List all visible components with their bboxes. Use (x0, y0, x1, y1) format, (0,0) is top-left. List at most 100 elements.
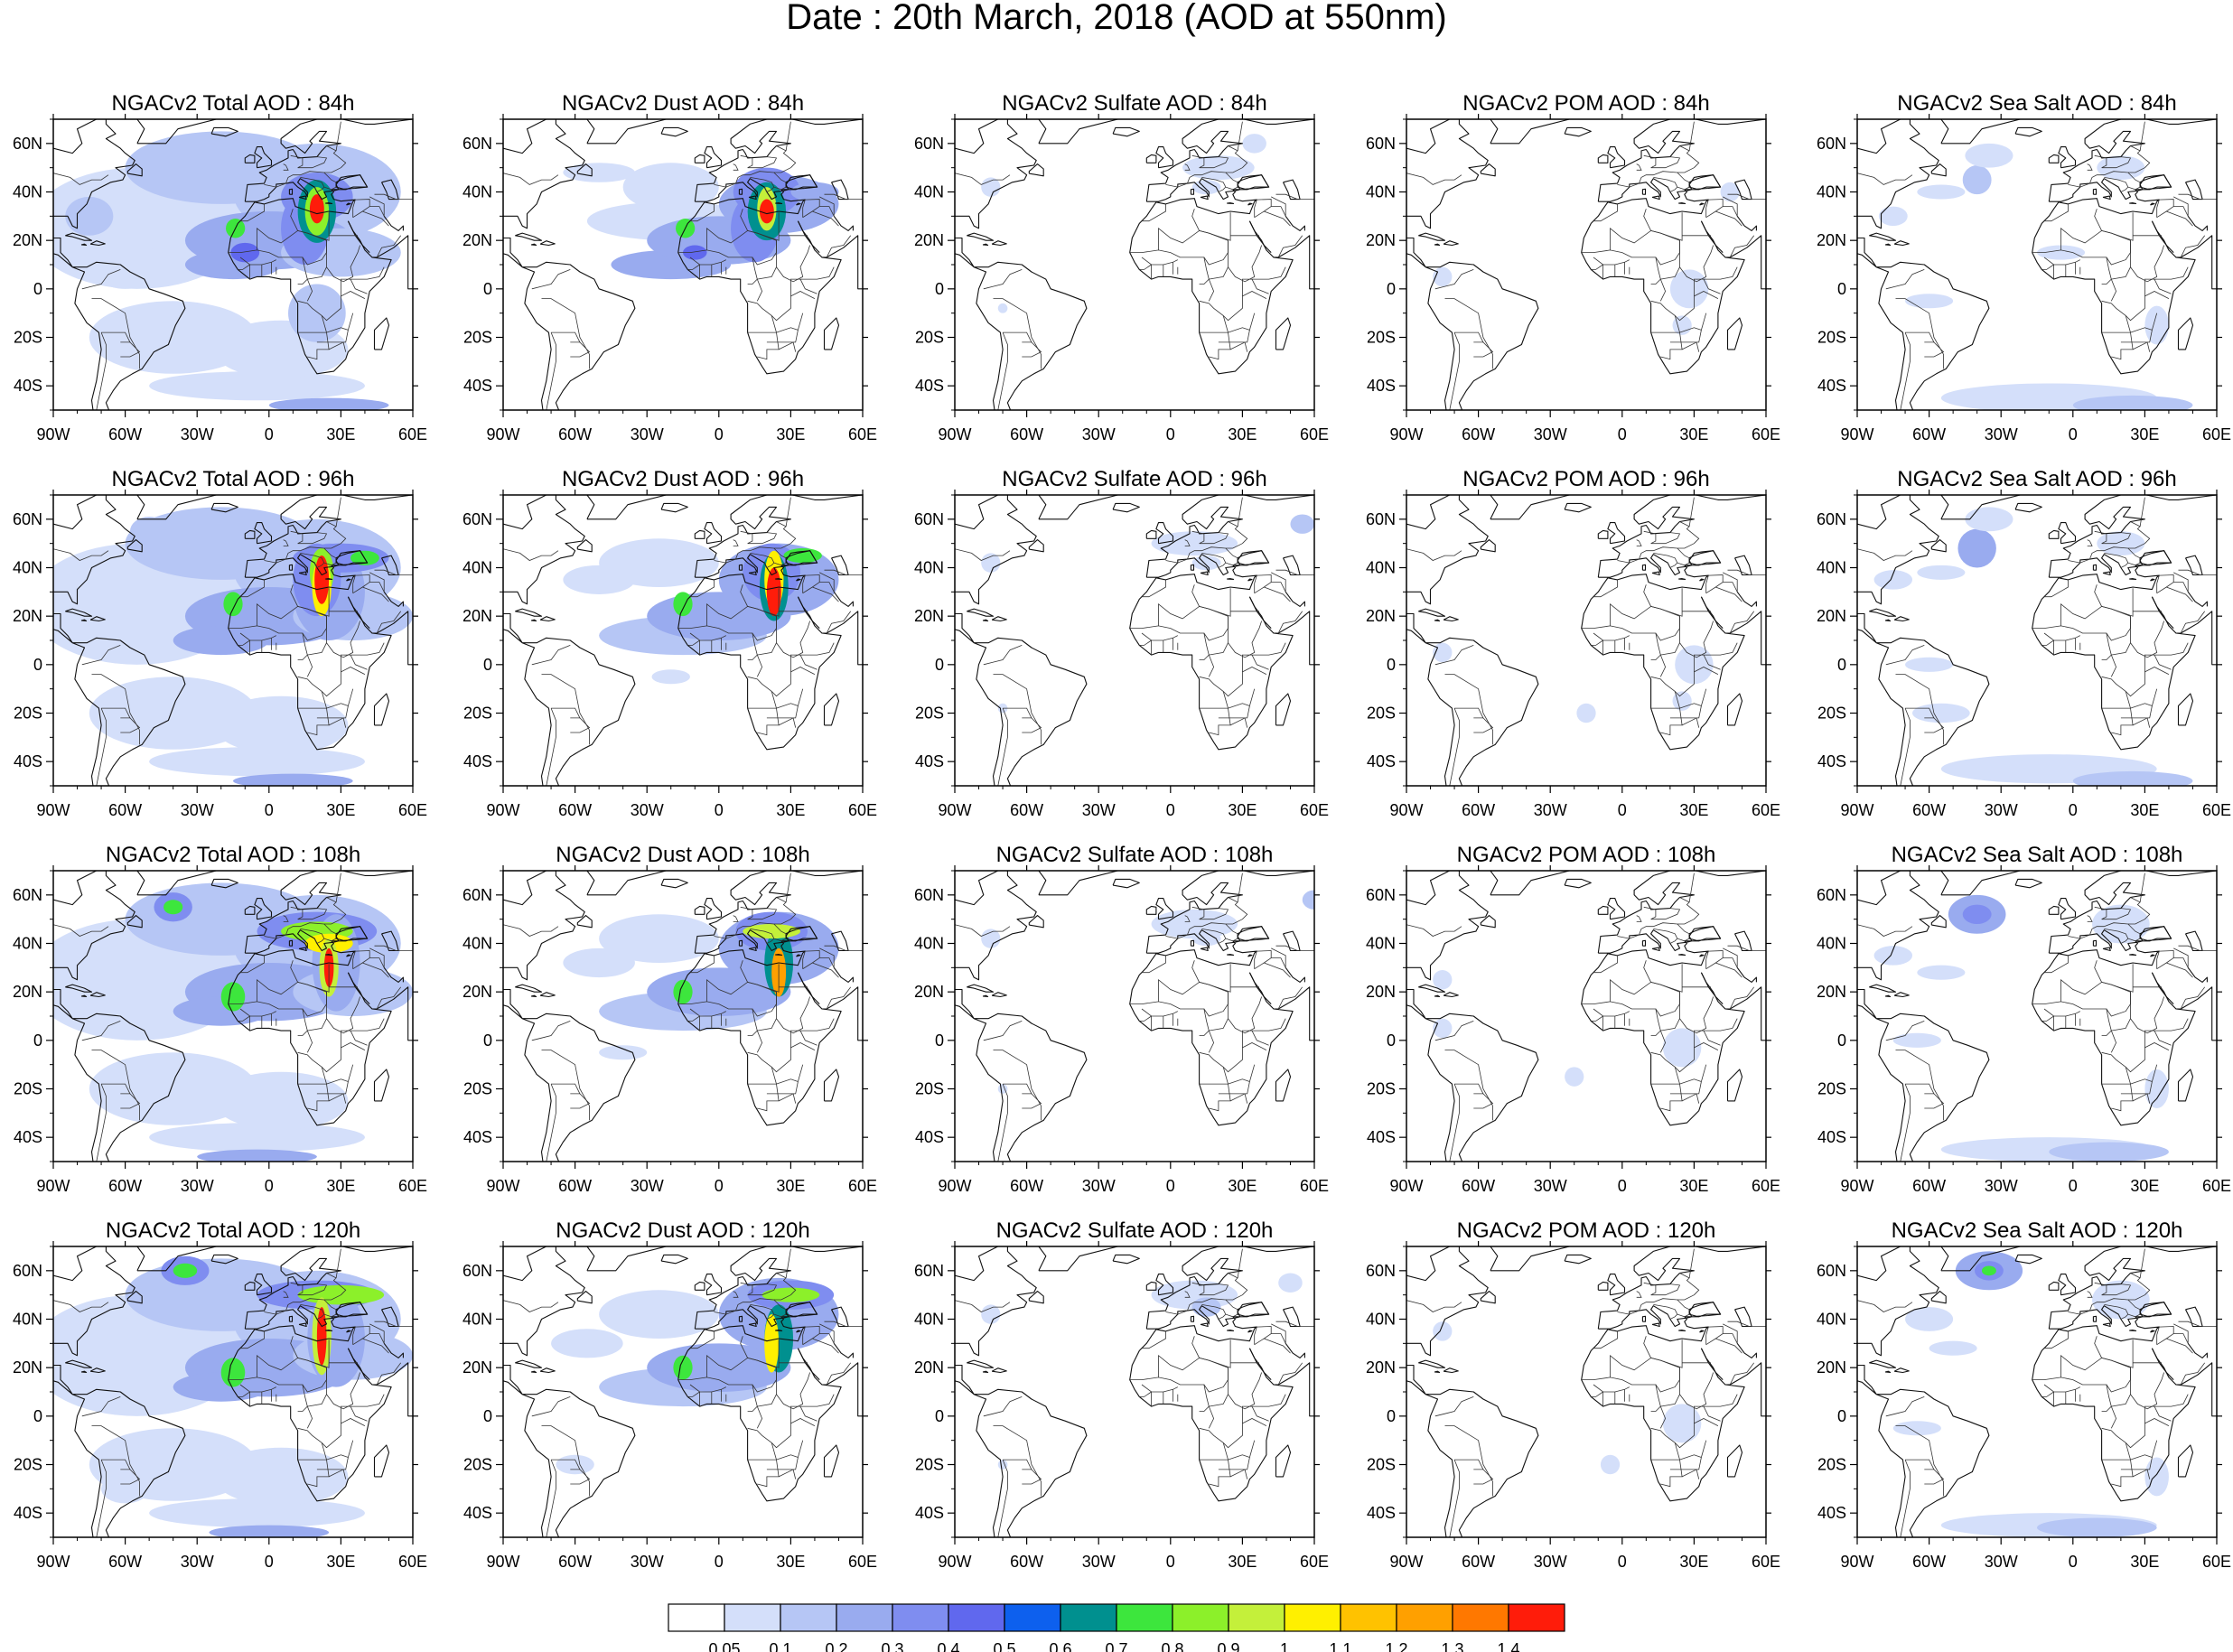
coastline (1112, 126, 1140, 137)
country-border (2087, 915, 2093, 922)
aod-contour (1965, 143, 2013, 168)
aod-contour (599, 1045, 648, 1060)
coastline (2102, 1322, 2111, 1328)
coastline (254, 146, 273, 169)
coastline (982, 619, 989, 622)
coastline (1190, 188, 1195, 195)
coastline (1726, 317, 1743, 350)
country-border (1251, 654, 1269, 670)
country-border (1636, 915, 1642, 922)
country-border (239, 632, 276, 641)
country-border (531, 1396, 571, 1417)
country-border (1895, 1050, 1944, 1121)
country-border (239, 1384, 276, 1393)
coastline (1237, 550, 1270, 565)
country-border (257, 209, 299, 250)
country-border (778, 1093, 797, 1104)
country-border (2111, 1018, 2131, 1031)
aod-contour (1720, 182, 1740, 202)
lon-tick-label: 60W (108, 1553, 142, 1571)
country-border (812, 586, 839, 602)
colorbar-box (668, 1603, 725, 1632)
country-border (1681, 1469, 1700, 1479)
country-border (773, 172, 787, 183)
country-border (413, 948, 437, 951)
coastline (1857, 871, 1990, 1162)
country-border (1674, 1442, 1702, 1461)
country-border (1790, 210, 1841, 227)
country-border (1271, 196, 1286, 217)
country-border (819, 572, 835, 593)
coastline (298, 947, 307, 952)
coastline (1597, 154, 1609, 163)
coastline (1037, 495, 1118, 520)
coastline (2151, 220, 2174, 253)
country-border (1340, 1338, 1390, 1354)
coastline (797, 1348, 820, 1380)
lat-tick-label: 20N (13, 983, 42, 1001)
country-border (1636, 1291, 1642, 1298)
country-border (1237, 497, 1243, 527)
country-border (2068, 1294, 2145, 1315)
country-border (1275, 193, 1314, 201)
coastline (1227, 954, 1235, 956)
country-border (341, 654, 350, 672)
lon-tick-label: 60E (1752, 425, 1780, 443)
coastline (1607, 898, 1626, 920)
aod-contour (1278, 1273, 1303, 1293)
coastline (126, 1291, 143, 1304)
coastline (967, 608, 995, 617)
country-border (2041, 639, 2054, 646)
country-border (91, 1050, 140, 1121)
country-border (2087, 539, 2093, 546)
coastline (1200, 571, 1209, 576)
aod-contour (2037, 245, 2086, 260)
coastline (1736, 591, 1757, 607)
country-border (2132, 1093, 2151, 1104)
country-border (955, 1300, 1011, 1312)
country-border (335, 121, 341, 151)
lon-tick-label: 30W (631, 425, 664, 443)
coastline (325, 1330, 333, 1331)
lat-tick-label: 40N (462, 183, 492, 201)
country-border (1215, 1313, 1227, 1321)
coastline (1869, 232, 1897, 241)
country-border (1142, 955, 1166, 974)
country-border (888, 1338, 939, 1354)
lon-tick-label: 60E (398, 425, 427, 443)
lat-tick-label: 40N (1366, 183, 1396, 201)
coastline (748, 947, 757, 952)
country-border (297, 1418, 366, 1449)
coastline (991, 992, 1007, 998)
coastline (2177, 1444, 2194, 1478)
coastline (515, 232, 543, 241)
country-border (328, 1469, 347, 1479)
coastline (383, 215, 404, 231)
coastline (1641, 939, 1647, 947)
country-border (1591, 1015, 1603, 1022)
country-border (2154, 1405, 2172, 1422)
country-border (1222, 1442, 1250, 1461)
country-border (240, 579, 265, 598)
coastline (1651, 195, 1660, 201)
lon-tick-label: 30W (631, 1177, 664, 1195)
country-border (750, 929, 787, 942)
country-border (2166, 962, 2193, 978)
lon-tick-label: 0 (265, 425, 274, 443)
country-border (81, 1396, 121, 1417)
coastline (833, 591, 854, 607)
country-border (2060, 1336, 2103, 1377)
country-border (1208, 654, 1215, 677)
country-border (1271, 582, 1286, 593)
coastline (1275, 317, 1292, 350)
lat-tick-label: 40S (1367, 1128, 1396, 1146)
coastline (503, 119, 636, 410)
country-border (1677, 923, 1690, 935)
country-border (374, 1321, 413, 1328)
aod-contour (2144, 305, 2169, 345)
country-border (771, 691, 799, 709)
country-border (541, 1050, 590, 1121)
country-border (1201, 1304, 1238, 1318)
country-border (740, 1282, 778, 1296)
